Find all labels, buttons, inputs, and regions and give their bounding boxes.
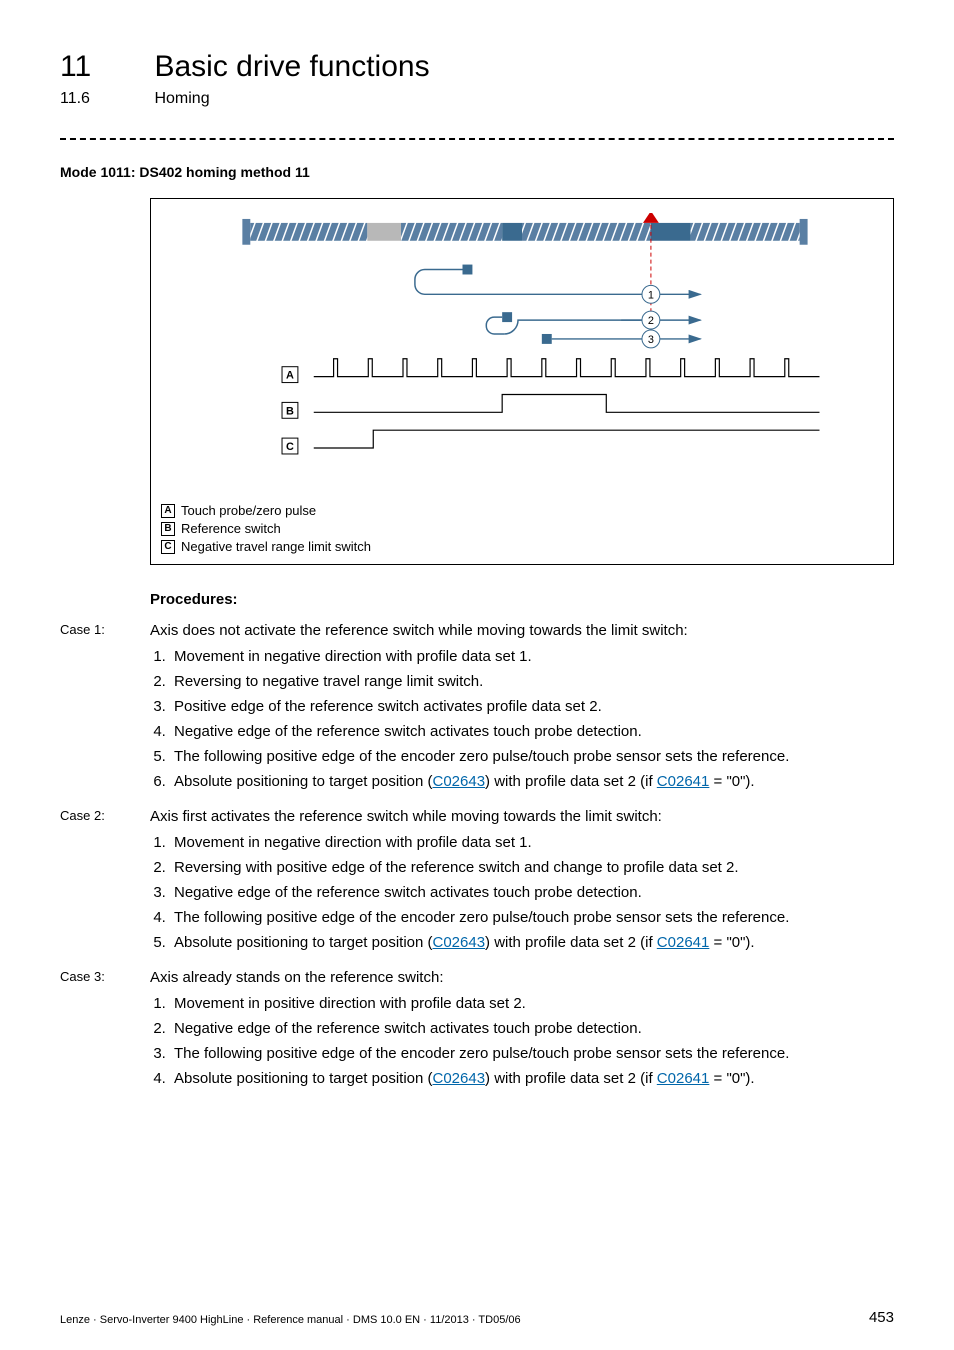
case-intro: Axis first activates the reference switc… (150, 808, 880, 825)
case-block: Case 3:Axis already stands on the refere… (60, 969, 894, 1087)
legend-text-c: Negative travel range limit switch (181, 538, 371, 556)
legend-text-a: Touch probe/zero pulse (181, 502, 316, 520)
mode-heading: Mode 1011: DS402 homing method 11 (60, 164, 894, 180)
case-intro: Axis already stands on the reference swi… (150, 969, 880, 986)
param-link[interactable]: C02643 (433, 773, 486, 790)
case-step: Movement in negative direction with prof… (170, 648, 894, 665)
legend-key-a: A (161, 504, 175, 518)
case-step: Negative edge of the reference switch ac… (170, 884, 894, 901)
case-label: Case 1: (60, 622, 150, 637)
chapter-number: 11 (60, 50, 150, 84)
case-step: Reversing to negative travel range limit… (170, 673, 894, 690)
case-step: The following positive edge of the encod… (170, 748, 894, 765)
homing-diagram-container: 123ABC A Touch probe/zero pulse B Refere… (150, 198, 894, 565)
divider (60, 138, 894, 140)
param-link[interactable]: C02641 (657, 773, 710, 790)
legend-key-c: C (161, 540, 175, 554)
case-steps: Movement in negative direction with prof… (170, 834, 894, 951)
section-title: Homing (154, 90, 209, 108)
case-step: Movement in positive direction with prof… (170, 995, 894, 1012)
case-label: Case 3: (60, 969, 150, 984)
legend-row-b: B Reference switch (161, 520, 883, 538)
cases-container: Case 1:Axis does not activate the refere… (60, 622, 894, 1087)
case-step: Absolute positioning to target position … (170, 934, 894, 951)
case-block: Case 1:Axis does not activate the refere… (60, 622, 894, 790)
case-steps: Movement in negative direction with prof… (170, 648, 894, 790)
case-intro: Axis does not activate the reference swi… (150, 622, 880, 639)
param-link[interactable]: C02641 (657, 934, 710, 951)
case-step: Absolute positioning to target position … (170, 773, 894, 790)
legend-text-b: Reference switch (181, 520, 281, 538)
case-step: Negative edge of the reference switch ac… (170, 723, 894, 740)
case-step: The following positive edge of the encod… (170, 1045, 894, 1062)
section-number: 11.6 (60, 90, 150, 108)
case-step: Negative edge of the reference switch ac… (170, 1020, 894, 1037)
case-step: The following positive edge of the encod… (170, 909, 894, 926)
case-step: Positive edge of the reference switch ac… (170, 698, 894, 715)
case-step: Movement in negative direction with prof… (170, 834, 894, 851)
param-link[interactable]: C02643 (433, 934, 486, 951)
svg-text:3: 3 (648, 334, 654, 346)
page-number: 453 (869, 1309, 894, 1326)
homing-diagram: 1 2 3 A B C (151, 199, 893, 502)
chapter-title: Basic drive functions (154, 50, 429, 84)
legend-row-a: A Touch probe/zero pulse (161, 502, 883, 520)
svg-text:B: B (286, 405, 294, 417)
diagram-legend: A Touch probe/zero pulse B Reference swi… (151, 502, 893, 565)
homing-diagram-svg: 1 2 3 A B C (165, 213, 879, 491)
case-step: Reversing with positive edge of the refe… (170, 859, 894, 876)
svg-text:A: A (286, 370, 294, 382)
procedures-heading: Procedures: (150, 591, 894, 608)
param-link[interactable]: C02643 (433, 1070, 486, 1087)
legend-key-b: B (161, 522, 175, 536)
case-block: Case 2:Axis first activates the referenc… (60, 808, 894, 951)
footer-text: Lenze · Servo-Inverter 9400 HighLine · R… (60, 1314, 521, 1326)
case-step: Absolute positioning to target position … (170, 1070, 894, 1087)
case-label: Case 2: (60, 808, 150, 823)
page-header: 11 Basic drive functions 11.6 Homing (60, 50, 894, 108)
svg-text:2: 2 (648, 315, 654, 327)
case-steps: Movement in positive direction with prof… (170, 995, 894, 1087)
svg-text:C: C (286, 441, 294, 453)
param-link[interactable]: C02641 (657, 1070, 710, 1087)
legend-row-c: C Negative travel range limit switch (161, 538, 883, 556)
svg-text:1: 1 (648, 289, 654, 301)
page-footer: Lenze · Servo-Inverter 9400 HighLine · R… (60, 1314, 894, 1326)
